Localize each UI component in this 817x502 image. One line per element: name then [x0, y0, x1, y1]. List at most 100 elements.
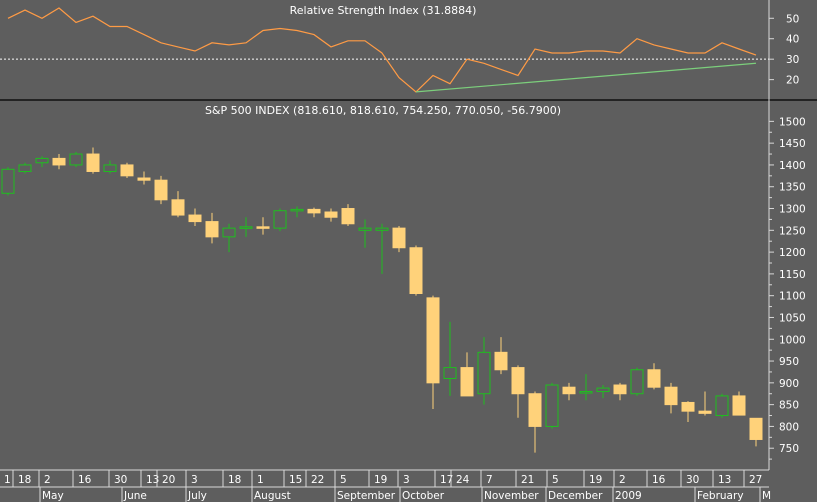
candle — [409, 245, 423, 296]
candle — [715, 393, 729, 418]
candle-body-up — [477, 351, 491, 395]
day-label: 1 — [4, 474, 11, 486]
month-label: October — [402, 490, 445, 502]
price-tick-label: 750 — [779, 443, 799, 455]
price-tick-label: 1050 — [779, 312, 806, 324]
month-label: June — [123, 490, 147, 502]
candle — [35, 156, 49, 168]
candle — [273, 208, 287, 232]
candle — [579, 374, 593, 401]
candle-body-up — [273, 210, 287, 229]
candle — [18, 162, 32, 174]
candle — [477, 337, 491, 405]
day-label: 2 — [619, 474, 626, 486]
candle-body-down — [749, 417, 763, 440]
day-label: 3 — [403, 474, 410, 486]
candle — [86, 147, 100, 174]
candle — [137, 171, 151, 185]
candle-body-down — [511, 367, 525, 395]
day-label: 3 — [191, 474, 198, 486]
candle-body-up — [1, 168, 15, 194]
candle — [511, 365, 525, 418]
candle-body-up — [35, 157, 49, 164]
day-label: 19 — [374, 474, 387, 486]
candle-body-up — [69, 153, 83, 166]
candle-body-up — [358, 227, 372, 231]
candle-body-down — [698, 410, 712, 414]
candle — [681, 401, 695, 423]
day-label: 21 — [521, 474, 534, 486]
candle — [69, 151, 83, 168]
price-tick-label: 1500 — [779, 116, 806, 128]
candle-body-down — [613, 384, 627, 395]
day-label: 19 — [589, 474, 602, 486]
day-label: 30 — [686, 474, 699, 486]
candle — [1, 167, 15, 196]
candle-body-down — [188, 214, 202, 223]
candle — [545, 382, 559, 429]
candle — [256, 217, 270, 235]
price-tick-label: 1250 — [779, 225, 806, 237]
day-label: 2 — [44, 474, 51, 486]
day-label: 1 — [257, 474, 264, 486]
candle — [392, 225, 406, 253]
candle-body-down — [732, 395, 746, 416]
day-labels: 1 18 2 16 30 13 20 3 18 1 15 22 5 19 3 17 24 7 21 5 19 2 16 30 1… — [4, 470, 762, 487]
price-tick-label: 900 — [779, 378, 799, 390]
price-tick-label: 1450 — [779, 138, 806, 150]
candle — [613, 382, 627, 401]
candle-body-down — [647, 369, 661, 388]
month-label: February — [697, 490, 744, 502]
candle-body-up — [222, 227, 236, 238]
month-label: August — [254, 490, 291, 502]
candle — [596, 385, 610, 399]
candle-body-down — [409, 247, 423, 294]
rsi-tick-label: 30 — [786, 54, 799, 66]
rsi-panel: Relative Strength Index (31.8884) 20 30 40… — [0, 0, 817, 101]
day-label: 13 — [146, 474, 159, 486]
rsi-tick-label: 40 — [786, 34, 799, 46]
candle-body-down — [562, 386, 576, 395]
candle — [664, 382, 678, 414]
candle-body-down — [120, 164, 134, 177]
rsi-tick-label: 20 — [786, 75, 799, 87]
candle — [528, 391, 542, 453]
candle-body-down — [205, 221, 219, 238]
candle-body-up — [103, 164, 117, 172]
price-title: S&P 500 INDEX (818.610, 818.610, 754.250… — [205, 104, 561, 117]
candle-body-up — [545, 384, 559, 427]
candle-body-down — [494, 351, 508, 371]
candle-body-down — [460, 367, 474, 397]
candle — [205, 212, 219, 244]
day-label: 22 — [311, 474, 324, 486]
candle — [239, 217, 253, 237]
month-labels: May June July August September October Novembe… — [39, 487, 771, 502]
day-label: 30 — [114, 474, 127, 486]
day-label: 7 — [486, 474, 493, 486]
price-tick-label: 1200 — [779, 247, 806, 259]
day-label: 15 — [289, 474, 302, 486]
candle — [562, 382, 576, 401]
rsi-tick-label: 50 — [786, 13, 799, 25]
candle-body-down — [154, 179, 168, 201]
candle — [375, 223, 389, 274]
candle-body-up — [375, 227, 389, 231]
candle — [341, 204, 355, 226]
candle-body-up — [18, 164, 32, 172]
price-axis: 750 800 850 900 950 1000 1050 1100 1150 1200 1250 1… — [769, 116, 806, 460]
day-label: 16 — [78, 474, 92, 486]
candle — [732, 391, 746, 416]
candle — [426, 295, 440, 409]
price-panel: S&P 500 INDEX (818.610, 818.610, 754.250… — [1, 100, 806, 470]
rsi-axis: 20 30 40 50 — [769, 13, 799, 87]
rsi-title: Relative Strength Index (31.8884) — [290, 4, 477, 17]
candle — [52, 154, 66, 170]
candle — [494, 337, 508, 375]
candle-body-up — [239, 226, 253, 229]
day-label: 5 — [552, 474, 559, 486]
price-tick-label: 1400 — [779, 160, 806, 172]
day-label: 16 — [652, 474, 666, 486]
day-label: 13 — [718, 474, 731, 486]
candle — [188, 208, 202, 226]
